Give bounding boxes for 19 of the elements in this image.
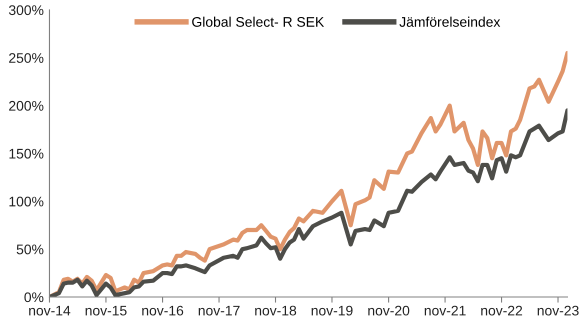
legend-label: Jämförelseindex — [399, 16, 500, 27]
y-tick-label: 100% — [9, 196, 44, 206]
y-tick-label: 200% — [9, 100, 44, 111]
x-tick-label: nov-16 — [142, 306, 184, 316]
x-tick-label: nov-14 — [29, 306, 70, 316]
y-tick-label: 50% — [16, 244, 44, 254]
x-tick-label: nov-17 — [198, 306, 240, 316]
x-tick-label: nov-23 — [538, 306, 579, 316]
y-tick-label: 0% — [24, 292, 44, 302]
x-tick-label: nov-20 — [368, 306, 410, 316]
y-tick-label: 150% — [9, 148, 44, 159]
y-tick-label: 300% — [8, 5, 44, 16]
x-tick-label: nov-19 — [312, 306, 353, 316]
x-tick-label: nov-18 — [255, 306, 296, 316]
y-tick-label: 250% — [9, 53, 44, 63]
x-tick-label: nov-22 — [481, 306, 522, 316]
legend-label: Global Select- R SEK — [192, 16, 324, 27]
x-tick-label: nov-15 — [86, 306, 127, 316]
x-tick-label: nov-21 — [424, 306, 466, 316]
